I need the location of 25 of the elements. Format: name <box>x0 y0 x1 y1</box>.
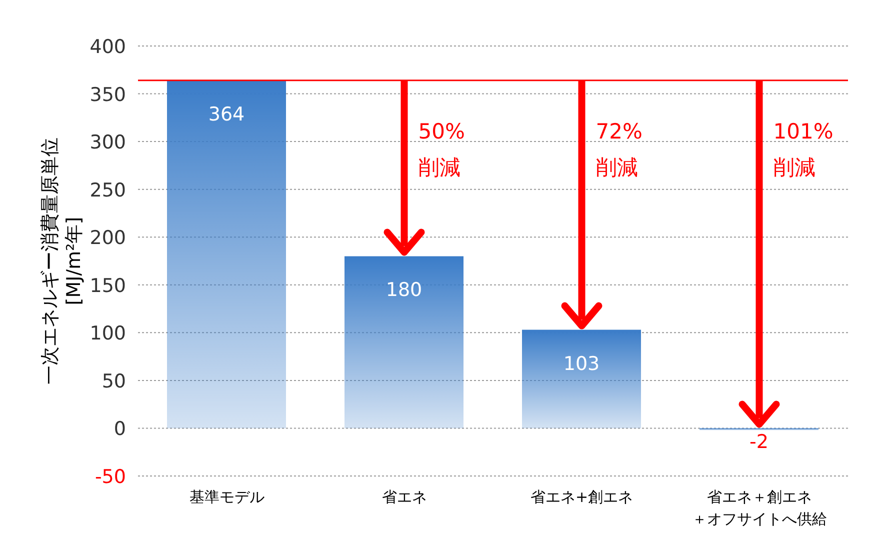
y-tick-label: 350 <box>90 84 126 106</box>
x-tick-label: 基準モデル <box>189 488 264 506</box>
annotation: 50% 削減 <box>418 119 465 180</box>
data-label: 180 <box>386 279 422 302</box>
y-tick-label: 50 <box>102 370 126 392</box>
bar <box>167 80 286 428</box>
y-tick-label: -50 <box>94 466 126 488</box>
x-tick-label: 省エネ＋創エネ＋オフサイトへ供給 <box>692 488 827 528</box>
y-tick-label: 100 <box>90 322 126 345</box>
y-tick-label: 250 <box>90 179 126 202</box>
annotation: 101% 削減 <box>773 119 834 180</box>
bar <box>522 330 641 428</box>
bar <box>344 256 464 428</box>
data-label: 103 <box>563 352 600 375</box>
x-tick-label: 省エネ <box>382 488 427 506</box>
y-tick-label: 200 <box>90 227 126 250</box>
y-axis-title: 一次エネルギー消費量原単位 [MJ/m²年] <box>39 138 85 384</box>
x-tick-label: 省エネ+創エネ <box>530 488 634 506</box>
y-tick-label: 300 <box>90 132 126 154</box>
y-tick-label: 150 <box>90 274 126 297</box>
data-label: -2 <box>750 431 768 454</box>
y-tick-label: 0 <box>114 418 126 440</box>
y-tick-label: 400 <box>90 36 126 58</box>
annotation: 72% 削減 <box>596 119 642 180</box>
data-label: 364 <box>208 103 245 126</box>
